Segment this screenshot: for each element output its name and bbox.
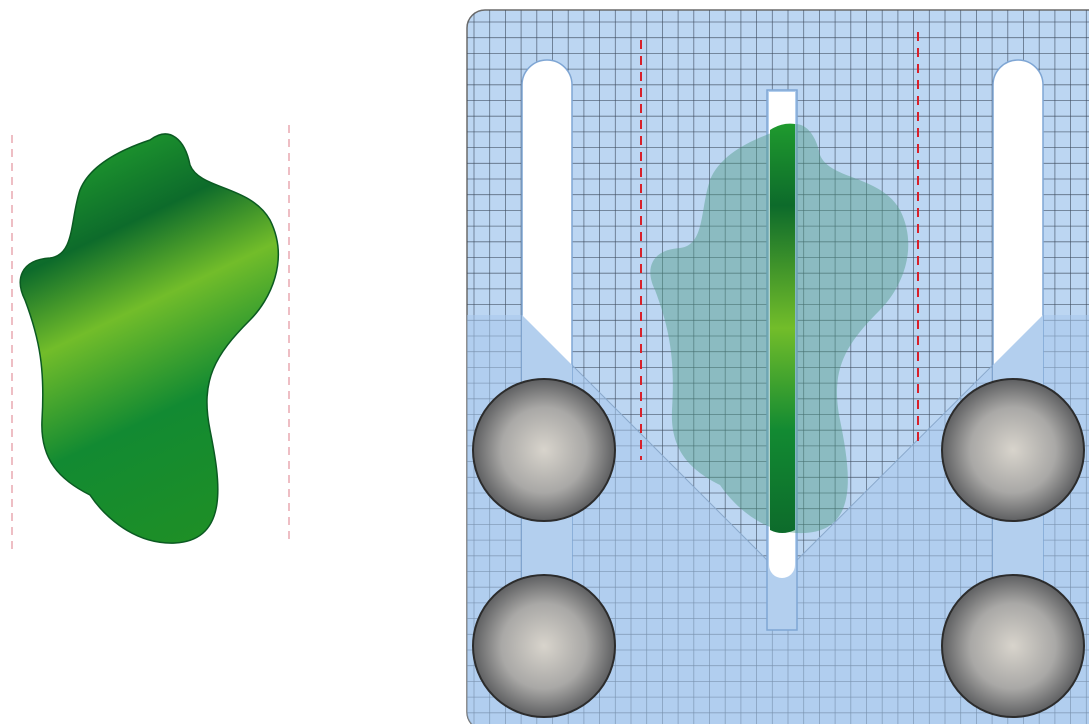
leaf-section (770, 123, 795, 533)
leaf-specimen (19, 133, 280, 544)
roller (941, 574, 1085, 718)
roller (472, 378, 616, 522)
roller (472, 574, 616, 718)
roller (941, 378, 1085, 522)
v-region (467, 315, 1089, 724)
